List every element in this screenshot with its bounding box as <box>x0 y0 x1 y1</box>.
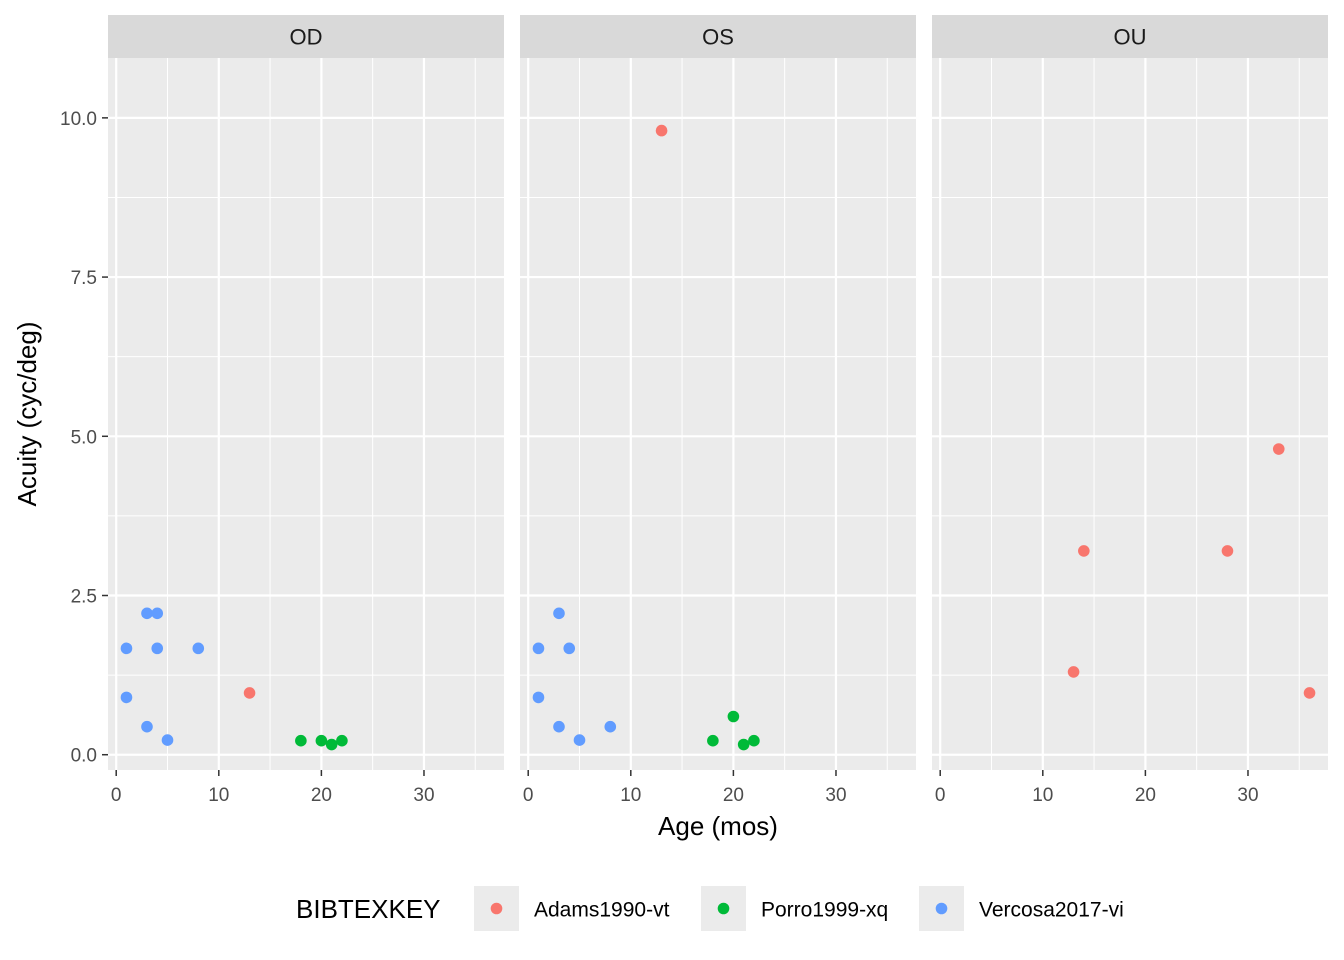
data-point <box>243 687 256 699</box>
legend-title: BIBTEXKEY <box>296 894 441 924</box>
data-point <box>604 720 617 733</box>
data-point <box>141 720 153 733</box>
data-point <box>315 734 328 747</box>
data-point <box>120 642 133 655</box>
x-tick-label: 20 <box>1135 785 1156 806</box>
data-point <box>1078 545 1090 557</box>
x-tick-label: 10 <box>208 785 229 806</box>
legend-entry: Porro1999-xq <box>701 886 888 931</box>
y-tick-label: 0.0 <box>71 746 97 767</box>
facet-strip-label: OU <box>1114 25 1147 50</box>
panel-background <box>108 58 504 770</box>
facet-panel-od: OD 0 10 20 30 <box>108 15 504 806</box>
x-axis-title: Age (mos) <box>658 811 778 841</box>
facet-strip <box>108 15 504 58</box>
y-axis: 0.0 2.5 5.0 7.5 10.0 <box>60 109 108 767</box>
data-point <box>120 691 133 704</box>
x-tick-label: 30 <box>825 785 846 806</box>
data-point <box>727 710 740 723</box>
data-point <box>295 734 307 747</box>
legend-marker <box>490 902 503 915</box>
facet-strip-label: OS <box>702 25 734 50</box>
x-tick-label: 10 <box>620 785 641 806</box>
legend-marker <box>717 902 730 915</box>
y-tick-label: 5.0 <box>71 427 97 448</box>
x-tick-label: 30 <box>1237 785 1258 806</box>
panel-background <box>520 58 916 770</box>
data-point <box>707 734 719 747</box>
data-point <box>325 738 338 751</box>
data-point <box>141 607 153 620</box>
y-tick-label: 10.0 <box>60 109 97 130</box>
data-point <box>1272 443 1285 455</box>
data-point <box>1303 687 1316 699</box>
legend: BIBTEXKEY Adams1990-vt Porro1999-xq Vercos… <box>296 886 1124 931</box>
legend-marker <box>935 902 948 915</box>
legend-entry: Adams1990-vt <box>474 886 670 931</box>
y-axis-title: Acuity (cyc/deg) <box>12 322 42 507</box>
facet-panel-ou: OU 0 10 20 30 <box>932 15 1328 806</box>
data-point <box>553 607 565 620</box>
data-point <box>532 691 545 704</box>
legend-label: Porro1999-xq <box>761 899 888 922</box>
legend-entry: Vercosa2017-vi <box>919 886 1124 931</box>
facet-strip <box>932 15 1328 58</box>
panels-layer: OD 0 10 20 30 OS 0 10 20 30 OU 0 10 20 30 <box>108 15 1328 806</box>
data-point <box>192 642 205 655</box>
legend-label: Adams1990-vt <box>534 899 670 922</box>
data-point <box>151 607 164 620</box>
data-point <box>1067 666 1080 678</box>
data-point <box>748 734 760 747</box>
data-point <box>655 124 668 137</box>
data-point <box>532 642 545 655</box>
data-point <box>563 642 576 655</box>
y-tick-label: 2.5 <box>71 587 97 608</box>
facet-strip <box>520 15 916 58</box>
x-tick-label: 0 <box>111 785 122 806</box>
x-tick-label: 30 <box>413 785 434 806</box>
data-point <box>336 734 348 747</box>
data-point <box>1221 545 1234 557</box>
panel-background <box>932 58 1328 770</box>
data-point <box>151 642 164 655</box>
data-point <box>553 720 565 733</box>
x-tick-label: 20 <box>723 785 744 806</box>
x-tick-label: 0 <box>935 785 946 806</box>
x-tick-label: 20 <box>311 785 332 806</box>
facet-panel-os: OS 0 10 20 30 <box>520 15 916 806</box>
y-tick-label: 7.5 <box>71 268 97 289</box>
x-tick-label: 0 <box>523 785 534 806</box>
data-point <box>161 734 174 746</box>
data-point <box>737 738 750 751</box>
legend-label: Vercosa2017-vi <box>979 899 1124 922</box>
data-point <box>573 734 586 746</box>
facet-strip-label: OD <box>290 25 323 50</box>
x-tick-label: 10 <box>1032 785 1053 806</box>
